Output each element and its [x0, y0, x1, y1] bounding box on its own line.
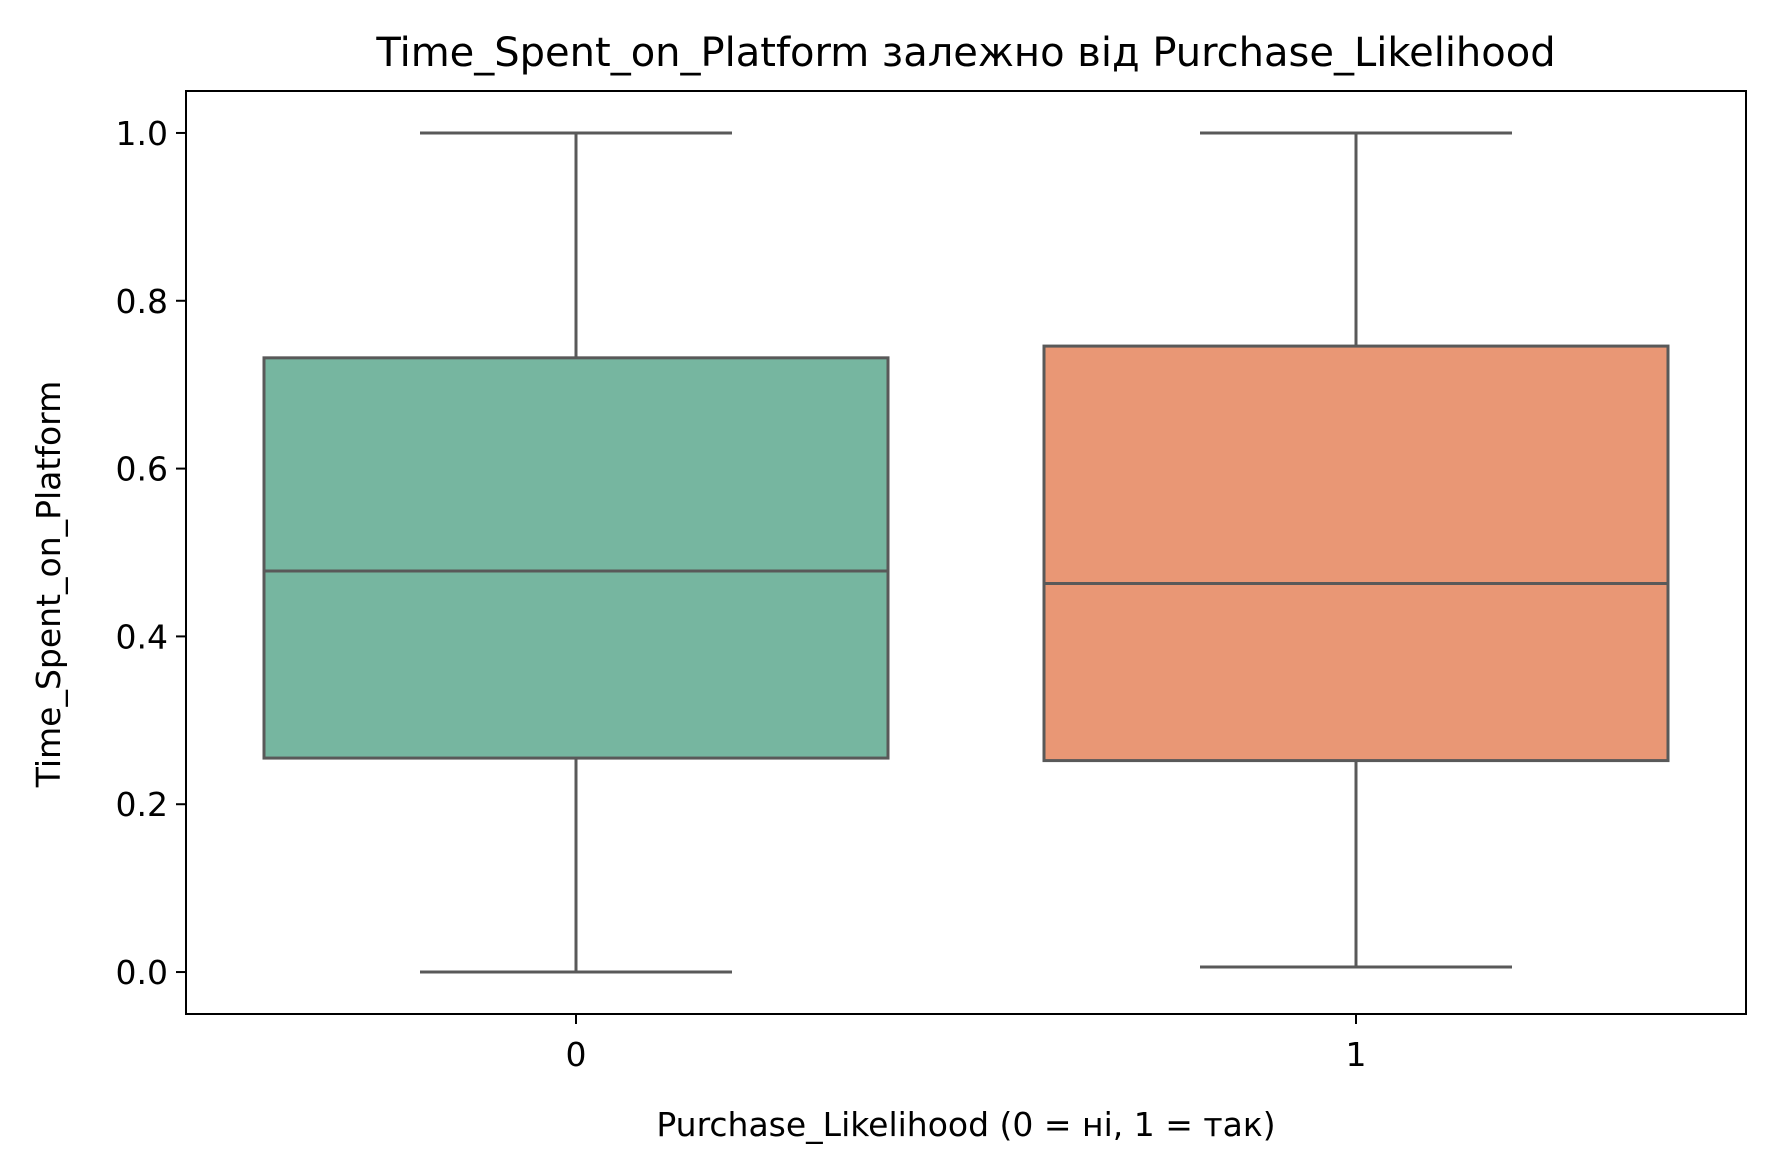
axes: 0.0 0.2 0.4 0.6 0.8 1.0 0 1 [116, 90, 1747, 1074]
box-group-1 [1042, 131, 1670, 969]
plot-frame [185, 90, 1747, 1015]
box-iqr [1042, 344, 1670, 763]
plot-area [262, 131, 1670, 974]
x-axis-label: Purchase_Likelihood (0 = ні, 1 = так) [656, 1105, 1275, 1144]
box-group-0 [262, 131, 890, 974]
y-tick-label: 0.2 [116, 785, 168, 824]
y-tick-label: 0.6 [116, 450, 168, 489]
chart-title: Time_Spent_on_Platform залежно від Purch… [375, 30, 1555, 76]
y-tick-label: 1.0 [116, 114, 168, 153]
x-tick-label: 1 [1346, 1035, 1367, 1074]
y-tick-label: 0.4 [116, 617, 168, 656]
box-iqr [262, 356, 890, 760]
y-tick-label: 0.0 [116, 953, 168, 992]
x-tick-label: 0 [566, 1035, 587, 1074]
y-tick-label: 0.8 [116, 282, 168, 321]
y-axis-label: Time_Spent_on_Platform [29, 381, 68, 789]
